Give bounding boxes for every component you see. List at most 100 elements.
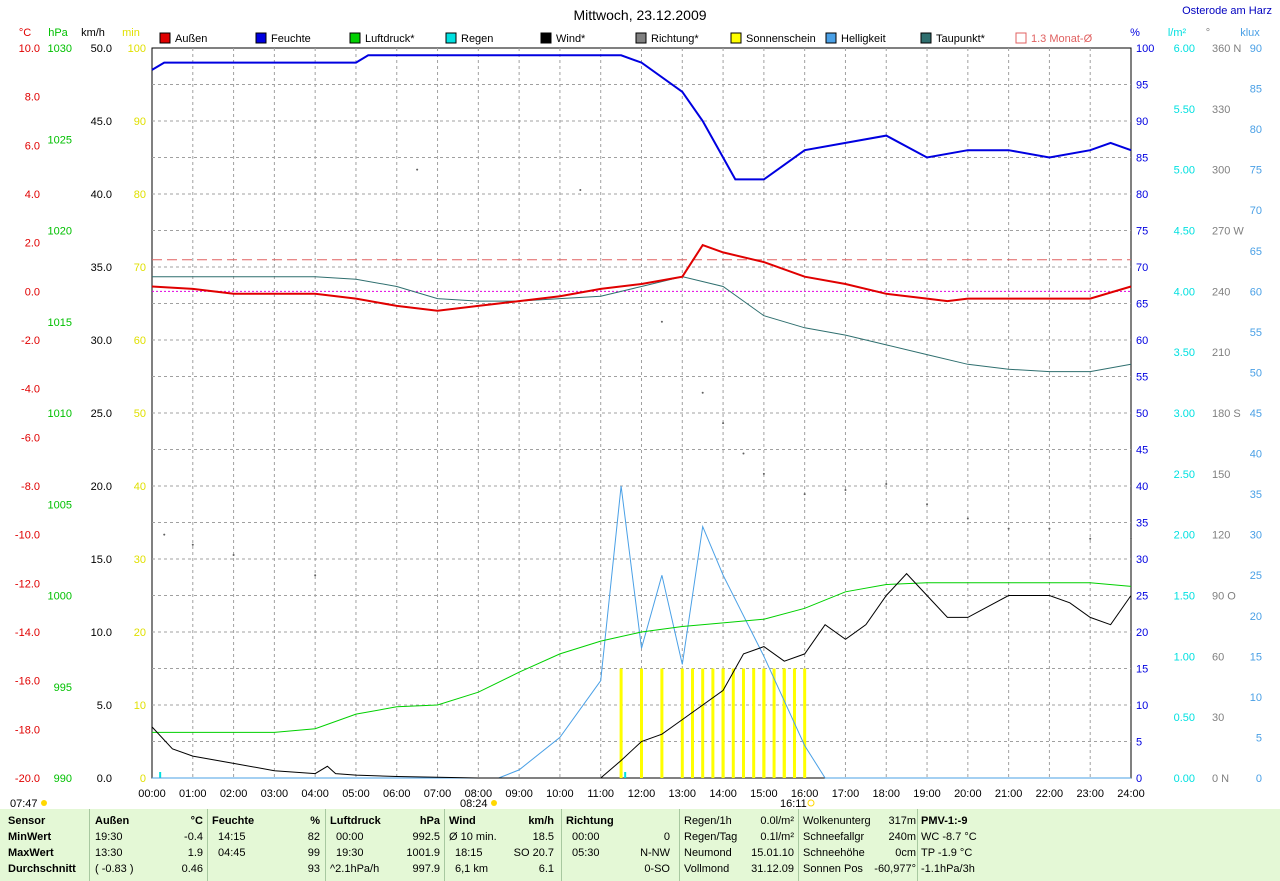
direction-point	[660, 320, 663, 323]
series-wind	[151, 572, 1132, 779]
lux-tick-label: 85	[1250, 84, 1262, 96]
humidity-tick-label: 55	[1136, 372, 1148, 384]
wind-max-time: 18:15	[455, 847, 483, 859]
regen-1h-label: Regen/1h	[684, 815, 732, 827]
sunshine-bar	[640, 668, 643, 778]
direction-tick-label: 180 S	[1212, 408, 1241, 420]
location-label: Osterode am Harz	[1182, 5, 1272, 17]
temp-tick-label: -8.0	[21, 481, 40, 493]
rain-tick-label: 5.00	[1174, 165, 1195, 177]
time-tick-label: 21:00	[995, 788, 1023, 800]
regen-tag-value: 0.1l/m²	[760, 831, 794, 843]
aussen-avg-extra: ( -0.83 )	[95, 863, 134, 875]
regen-column: Regen/1h 0.0l/m² Regen/Tag 0.1l/m² Neumond…	[684, 813, 794, 877]
time-tick-label: 14:00	[709, 788, 737, 800]
humidity-tick-label: 45	[1136, 445, 1148, 457]
richtung-max-time: 05:30	[572, 847, 600, 859]
sunshine-bar	[680, 668, 684, 778]
rain-tick-label: 1.50	[1174, 591, 1195, 603]
direction-point	[163, 533, 166, 536]
lux-tick-label: 70	[1250, 205, 1262, 217]
sun-tick-label: 0	[140, 773, 146, 785]
legend-label: Regen	[461, 33, 493, 45]
separator	[798, 809, 799, 881]
direction-point	[416, 168, 419, 171]
humidity-tick-label: 25	[1136, 591, 1148, 603]
rain-tick-label: 0.00	[1174, 773, 1195, 785]
humidity-tick-label: 20	[1136, 627, 1148, 639]
luftdruck-min-value: 992.5	[412, 831, 440, 843]
time-tick-label: 04:00	[301, 788, 329, 800]
vollmond-value: 31.12.09	[751, 863, 794, 875]
sun-tick-label: 90	[134, 116, 146, 128]
direction-tick-label: 240	[1212, 286, 1230, 298]
sunshine-bar	[721, 668, 725, 778]
temp-tick-label: -20.0	[15, 773, 40, 785]
sun-tick-label: 70	[134, 262, 146, 274]
time-tick-label: 02:00	[220, 788, 248, 800]
pmv-column: PMV-1:-9 WC -8.7 °C TP -1.9 °C -1.1hPa/3…	[921, 813, 1011, 877]
pressure-tick-label: 1025	[48, 134, 72, 146]
sensor-column: Sensor MinWert MaxWert Durchschnitt	[8, 813, 88, 877]
time-tick-label: 09:00	[505, 788, 533, 800]
sunshine-bar	[803, 668, 807, 778]
series-feuchte	[151, 54, 1132, 181]
sonnenpos-value: -60,977°	[874, 863, 916, 875]
luftdruck-column: Luftdruck hPa 00:00 992.5 19:30 1001.9 ^2.1…	[330, 813, 440, 877]
time-tick-label: 24:00	[1117, 788, 1145, 800]
lux-tick-label: 10	[1250, 692, 1262, 704]
feuchte-avg-value: 93	[307, 863, 320, 875]
rain-tick-label: 3.50	[1174, 347, 1195, 359]
wind-max-value: SO 20.7	[513, 847, 554, 859]
rain-tick-label: 3.00	[1174, 408, 1195, 420]
legend-label: 1.3 Monat-Ø	[1031, 33, 1093, 45]
pressure-tick-label: 1000	[48, 591, 72, 603]
pressure-tick-label: 1005	[48, 499, 72, 511]
legend-label: Sonnenschein	[746, 33, 816, 45]
direction-point	[1089, 537, 1092, 540]
humidity-tick-label: 40	[1136, 481, 1148, 493]
richtung-min-time: 00:00	[572, 831, 600, 843]
rain-bar	[159, 772, 162, 778]
direction-tick-label: 120	[1212, 530, 1230, 542]
wind-tick-label: 35.0	[91, 262, 112, 274]
time-tick-label: 01:00	[179, 788, 207, 800]
legend-swatch	[825, 32, 837, 44]
humidity-tick-label: 75	[1136, 226, 1148, 238]
humidity-unit: %	[1130, 27, 1140, 39]
humidity-tick-label: 80	[1136, 189, 1148, 201]
feuchte-header: Feuchte	[212, 815, 255, 827]
schneefallgr-value: 240m	[888, 831, 916, 843]
direction-point	[191, 543, 194, 546]
sun-tick-label: 40	[134, 481, 146, 493]
humidity-tick-label: 95	[1136, 80, 1148, 92]
direction-point	[762, 472, 765, 475]
aussen-min-time: 19:30	[95, 831, 123, 843]
sun-tick-label: 30	[134, 554, 146, 566]
lux-tick-label: 45	[1250, 408, 1262, 420]
pressure-tick-label: 1030	[48, 43, 72, 55]
sun-tick-label: 50	[134, 408, 146, 420]
wind-distance: 6,1 km	[455, 863, 489, 875]
time-tick-label: 19:00	[913, 788, 941, 800]
sun-tick-label: 100	[128, 43, 146, 55]
rain-tick-label: 4.00	[1174, 286, 1195, 298]
luftdruck-avg-value: 997.9	[412, 863, 440, 875]
luftdruck-max-value: 1001.9	[406, 847, 440, 859]
wind-tick-label: 40.0	[91, 189, 112, 201]
sunshine-bar	[619, 668, 623, 778]
temp-tick-label: -12.0	[15, 578, 40, 590]
legend-label: Luftdruck*	[365, 33, 415, 45]
luftdruck-min-time: 00:00	[336, 831, 364, 843]
wind-tick-label: 20.0	[91, 481, 112, 493]
pressure-tick-label: 1020	[48, 226, 72, 238]
lux-tick-label: 60	[1250, 286, 1262, 298]
sunset-icon	[807, 799, 815, 807]
time-tick-label: 07:00	[424, 788, 452, 800]
direction-point	[701, 391, 704, 394]
lux-tick-label: 75	[1250, 165, 1262, 177]
separator	[89, 809, 90, 881]
time-tick-label: 06:00	[383, 788, 411, 800]
sun-tick-label: 80	[134, 189, 146, 201]
feuchte-max-time: 04:45	[218, 847, 246, 859]
